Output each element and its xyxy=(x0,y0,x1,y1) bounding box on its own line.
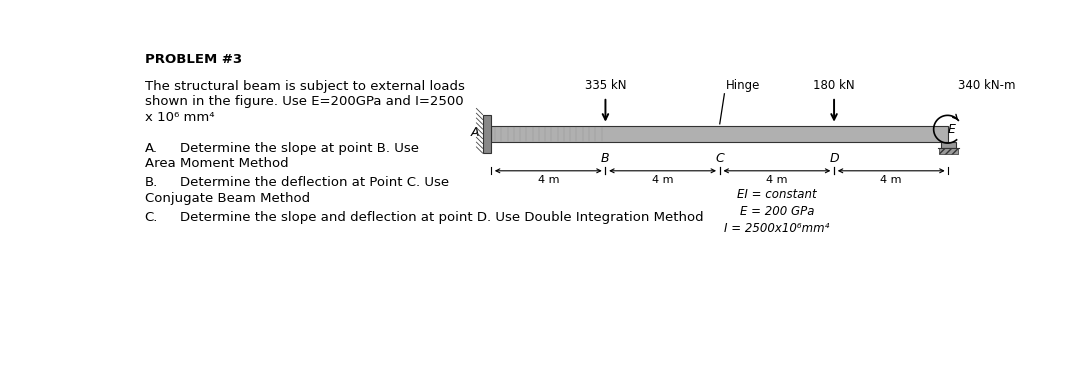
Text: Conjugate Beam Method: Conjugate Beam Method xyxy=(144,191,310,204)
Text: B.: B. xyxy=(144,176,158,189)
Text: 335 kN: 335 kN xyxy=(585,79,626,92)
Text: 4 m: 4 m xyxy=(652,175,673,185)
Text: Hinge: Hinge xyxy=(726,79,760,92)
Text: E = 200 GPa: E = 200 GPa xyxy=(740,205,814,218)
Text: PROBLEM #3: PROBLEM #3 xyxy=(144,53,242,66)
Text: Determine the slope and deflection at point D. Use Double Integration Method: Determine the slope and deflection at po… xyxy=(180,211,703,224)
Text: I = 2500x10⁶mm⁴: I = 2500x10⁶mm⁴ xyxy=(724,221,829,234)
Text: Determine the deflection at Point C. Use: Determine the deflection at Point C. Use xyxy=(180,176,449,189)
Text: 340 kN-m: 340 kN-m xyxy=(959,79,1016,92)
Text: x 10⁶ mm⁴: x 10⁶ mm⁴ xyxy=(144,111,214,124)
Text: Determine the slope at point B. Use: Determine the slope at point B. Use xyxy=(180,142,419,155)
Bar xyxy=(940,142,956,148)
Text: C.: C. xyxy=(144,211,158,224)
Bar xyxy=(491,126,949,142)
Text: Area Moment Method: Area Moment Method xyxy=(144,157,289,170)
Bar xyxy=(484,115,491,153)
Text: 4 m: 4 m xyxy=(881,175,901,185)
Text: D: D xyxy=(829,151,839,165)
Bar xyxy=(939,148,957,154)
Text: A.: A. xyxy=(144,142,157,155)
Text: E: E xyxy=(948,123,955,136)
Text: shown in the figure. Use E=200GPa and I=2500: shown in the figure. Use E=200GPa and I=… xyxy=(144,95,463,108)
Text: EI = constant: EI = constant xyxy=(737,188,816,201)
Text: 180 kN: 180 kN xyxy=(813,79,855,92)
Text: 4 m: 4 m xyxy=(537,175,559,185)
Text: B: B xyxy=(601,151,610,165)
Text: The structural beam is subject to external loads: The structural beam is subject to extern… xyxy=(144,80,464,93)
Text: A: A xyxy=(471,126,479,139)
Text: 4 m: 4 m xyxy=(766,175,787,185)
Text: C: C xyxy=(715,151,724,165)
